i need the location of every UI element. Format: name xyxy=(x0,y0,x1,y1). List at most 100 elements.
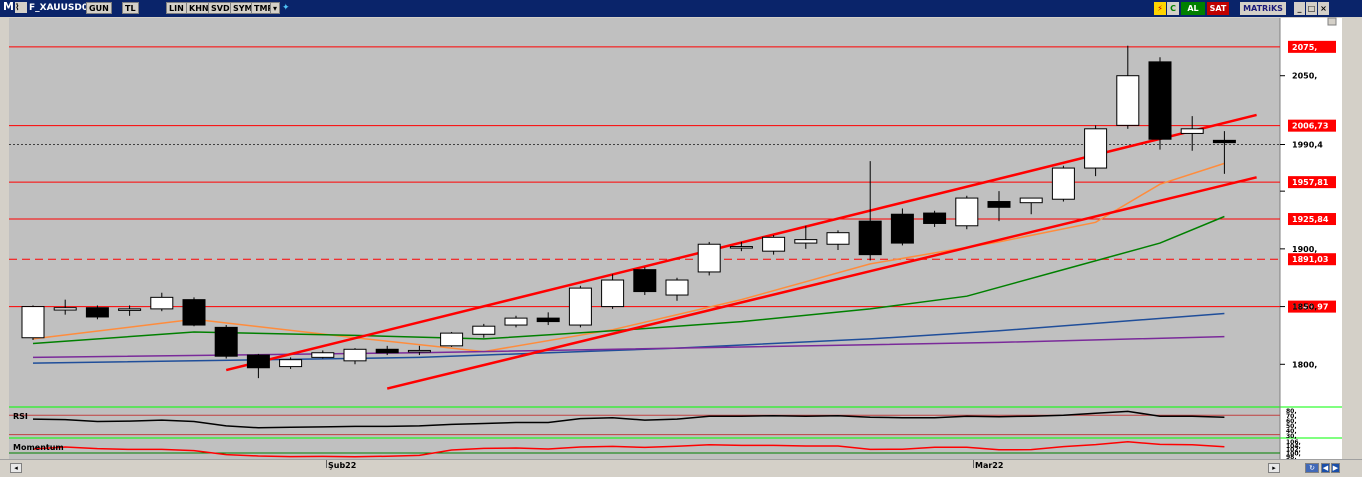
momentum-label: Momentum xyxy=(13,443,64,452)
panel-options-icon[interactable] xyxy=(1327,17,1337,26)
level-label: 1957,81 xyxy=(1292,178,1329,187)
level-label: 1891,03 xyxy=(1292,255,1328,264)
candle-body xyxy=(987,201,1011,208)
next-icon[interactable]: ▶ xyxy=(1331,463,1340,473)
rsi-label: RSI xyxy=(13,412,28,421)
price-axis-bg xyxy=(1280,18,1342,459)
level-label-bg xyxy=(1288,40,1336,53)
tick-mark xyxy=(326,460,327,468)
moving-average-line xyxy=(32,215,1225,345)
svd-button[interactable]: SVD xyxy=(208,2,233,14)
candle-body xyxy=(1084,128,1108,169)
y-tick-label: 2050, xyxy=(1292,72,1317,81)
level-label-bg xyxy=(1288,253,1336,266)
momentum-line xyxy=(32,441,1225,458)
momentum-tick-label: 106, xyxy=(1286,439,1301,446)
y-tick-label: 1850, xyxy=(1292,303,1317,312)
candle-body xyxy=(504,317,528,326)
momentum-tick-label: 102, xyxy=(1286,447,1301,454)
scroll-left-icon[interactable]: ◂ xyxy=(10,463,22,473)
candle-body xyxy=(472,325,496,335)
rsi-tick-label: 60, xyxy=(1286,418,1297,425)
bird-icon[interactable]: ✦ xyxy=(282,3,290,13)
buy-button[interactable]: AL xyxy=(1181,2,1205,15)
rsi-tick-label: 30, xyxy=(1286,433,1297,440)
candle-body xyxy=(794,239,818,244)
candle-body xyxy=(697,243,721,273)
dropdown-arrow-icon[interactable]: ▾ xyxy=(270,2,280,14)
candle-body xyxy=(85,307,109,318)
level-label-bg xyxy=(1288,176,1336,189)
y-tick-label: 1990,4 xyxy=(1292,141,1323,150)
lightning-icon[interactable]: ⚡ xyxy=(1154,2,1166,15)
candle-body xyxy=(279,359,303,368)
momentum-tick-label: 104, xyxy=(1286,443,1301,450)
candle-body xyxy=(665,279,689,296)
tick-mark xyxy=(973,460,974,468)
candle-body xyxy=(150,296,174,310)
level-label: 2006,73 xyxy=(1292,122,1328,131)
candle-body xyxy=(633,269,657,293)
y-tick-label: 1900, xyxy=(1292,245,1317,254)
minimize-button[interactable]: _ xyxy=(1294,2,1305,15)
candle-body xyxy=(890,213,914,244)
candle-body xyxy=(1051,167,1075,200)
level-label: 2075, xyxy=(1292,43,1317,52)
candle-body xyxy=(601,279,625,308)
level-label-bg xyxy=(1288,119,1336,132)
sym-button[interactable]: SYM xyxy=(230,2,256,14)
symbol-label[interactable]: F_XAUUSD0422 xyxy=(29,3,107,13)
candle-body xyxy=(311,352,335,358)
moving-average-line xyxy=(32,162,1225,353)
prev-icon[interactable]: ◀ xyxy=(1321,463,1330,473)
candle-body xyxy=(729,246,753,249)
candle-body xyxy=(1116,75,1140,126)
level-label: 1849,97 xyxy=(1292,303,1328,312)
candle-body xyxy=(118,308,142,311)
candle-body xyxy=(21,306,45,339)
candle-body xyxy=(246,354,270,369)
maximize-button[interactable]: □ xyxy=(1306,2,1317,15)
candle-body xyxy=(182,299,206,326)
candle-body xyxy=(375,348,399,354)
rsi-line xyxy=(32,410,1225,429)
time-axis[interactable]: ◂ Şub22 Mar22 ▸ ↻ ◀ ▶ xyxy=(0,459,1362,477)
c-button[interactable]: C xyxy=(1167,2,1179,15)
period-button[interactable]: GUN xyxy=(86,2,112,14)
level-label: 1925,84 xyxy=(1292,215,1329,224)
window-title-bar: M ⌇ F_XAUUSD0422 GUN TL LIN KHN SVD SYM … xyxy=(0,0,1362,17)
candle-body xyxy=(1019,197,1043,204)
level-label-bg xyxy=(1288,300,1336,313)
rsi-panel-bg xyxy=(9,407,1280,438)
candle-body xyxy=(955,197,979,227)
momentum-tick-label: 100, xyxy=(1286,450,1301,457)
price-chart[interactable]: 2075, 2006,73 1957,81 1925,84 1891,03 1849,97… xyxy=(0,17,1362,459)
candle-body xyxy=(1212,139,1236,144)
rsi-tick-label: 50, xyxy=(1286,423,1297,430)
chart-type-icon[interactable]: ⌇ xyxy=(15,2,27,13)
app-logo: M xyxy=(3,0,14,13)
candle-body xyxy=(923,212,947,224)
sell-button[interactable]: SAT xyxy=(1207,2,1229,15)
candle-body xyxy=(440,332,464,347)
candle-body xyxy=(568,287,592,326)
rsi-tick-label: 40, xyxy=(1286,428,1297,435)
brand-label: MATRiKS xyxy=(1240,2,1286,15)
candle-body xyxy=(536,317,560,323)
y-tick-label: 1800, xyxy=(1292,360,1317,369)
candle-body xyxy=(214,326,238,357)
candle-body xyxy=(1180,128,1204,134)
candle-body xyxy=(343,348,367,362)
candle-body xyxy=(826,232,850,245)
scroll-right-small-icon[interactable]: ▸ xyxy=(1268,463,1280,473)
x-label-mar: Mar22 xyxy=(975,461,1004,470)
tmp-button[interactable]: TMP xyxy=(251,2,277,14)
level-label-bg xyxy=(1288,213,1336,226)
close-button[interactable]: × xyxy=(1318,2,1329,15)
candle-body xyxy=(53,307,77,311)
candle-body xyxy=(762,236,786,252)
rsi-tick-label: 70, xyxy=(1286,413,1297,420)
currency-button[interactable]: TL xyxy=(122,2,139,14)
lin-button[interactable]: LIN xyxy=(166,2,187,14)
refresh-icon[interactable]: ↻ xyxy=(1305,463,1319,473)
